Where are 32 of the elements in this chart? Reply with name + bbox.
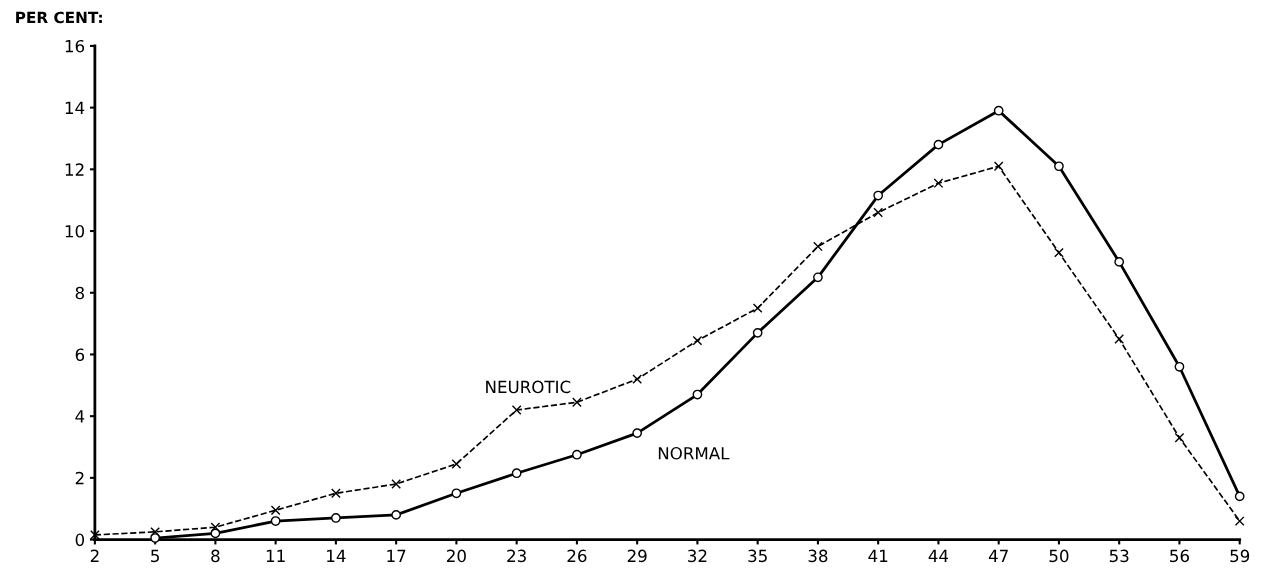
x-tick-label: 38 (808, 549, 828, 563)
y-axis-title: PER CENT: (16, 11, 102, 24)
x-tick-label: 56 (1170, 549, 1189, 563)
x-tick-label: 8 (211, 549, 220, 563)
y-tick-label: 14 (65, 101, 85, 114)
x-tick-label: 50 (1049, 549, 1069, 563)
y-tick-label: 0 (75, 533, 85, 547)
x-tick-label: 32 (688, 549, 707, 563)
series-label: NORMAL (658, 446, 730, 460)
x-tick-label: 53 (1109, 549, 1129, 563)
x-tick-label: 47 (988, 549, 1008, 562)
x-tick-label: 41 (868, 549, 888, 562)
x-tick-label: 11 (266, 549, 285, 562)
x-tick-label: 14 (327, 549, 346, 562)
y-tick-label: 16 (65, 39, 85, 53)
y-tick-label: 4 (75, 410, 85, 423)
x-tick-label: 17 (387, 549, 406, 562)
x-tick-label: 5 (151, 549, 159, 563)
x-tick-label: 59 (1230, 549, 1250, 563)
x-tick-label: 2 (90, 549, 99, 562)
x-tick-label: 35 (748, 549, 767, 563)
y-tick-label: 8 (75, 286, 85, 300)
y-tick-label: 12 (65, 163, 84, 176)
x-tick-label: 44 (928, 549, 949, 562)
y-tick-label: 10 (65, 225, 85, 238)
x-tick-label: 26 (567, 549, 587, 563)
x-tick-label: 20 (447, 549, 466, 563)
series-label: NEUROTIC (486, 380, 571, 394)
y-tick-label: 2 (75, 471, 84, 485)
x-tick-label: 29 (627, 549, 647, 563)
y-tick-label: 6 (75, 348, 85, 362)
x-tick-label: 23 (507, 549, 526, 563)
